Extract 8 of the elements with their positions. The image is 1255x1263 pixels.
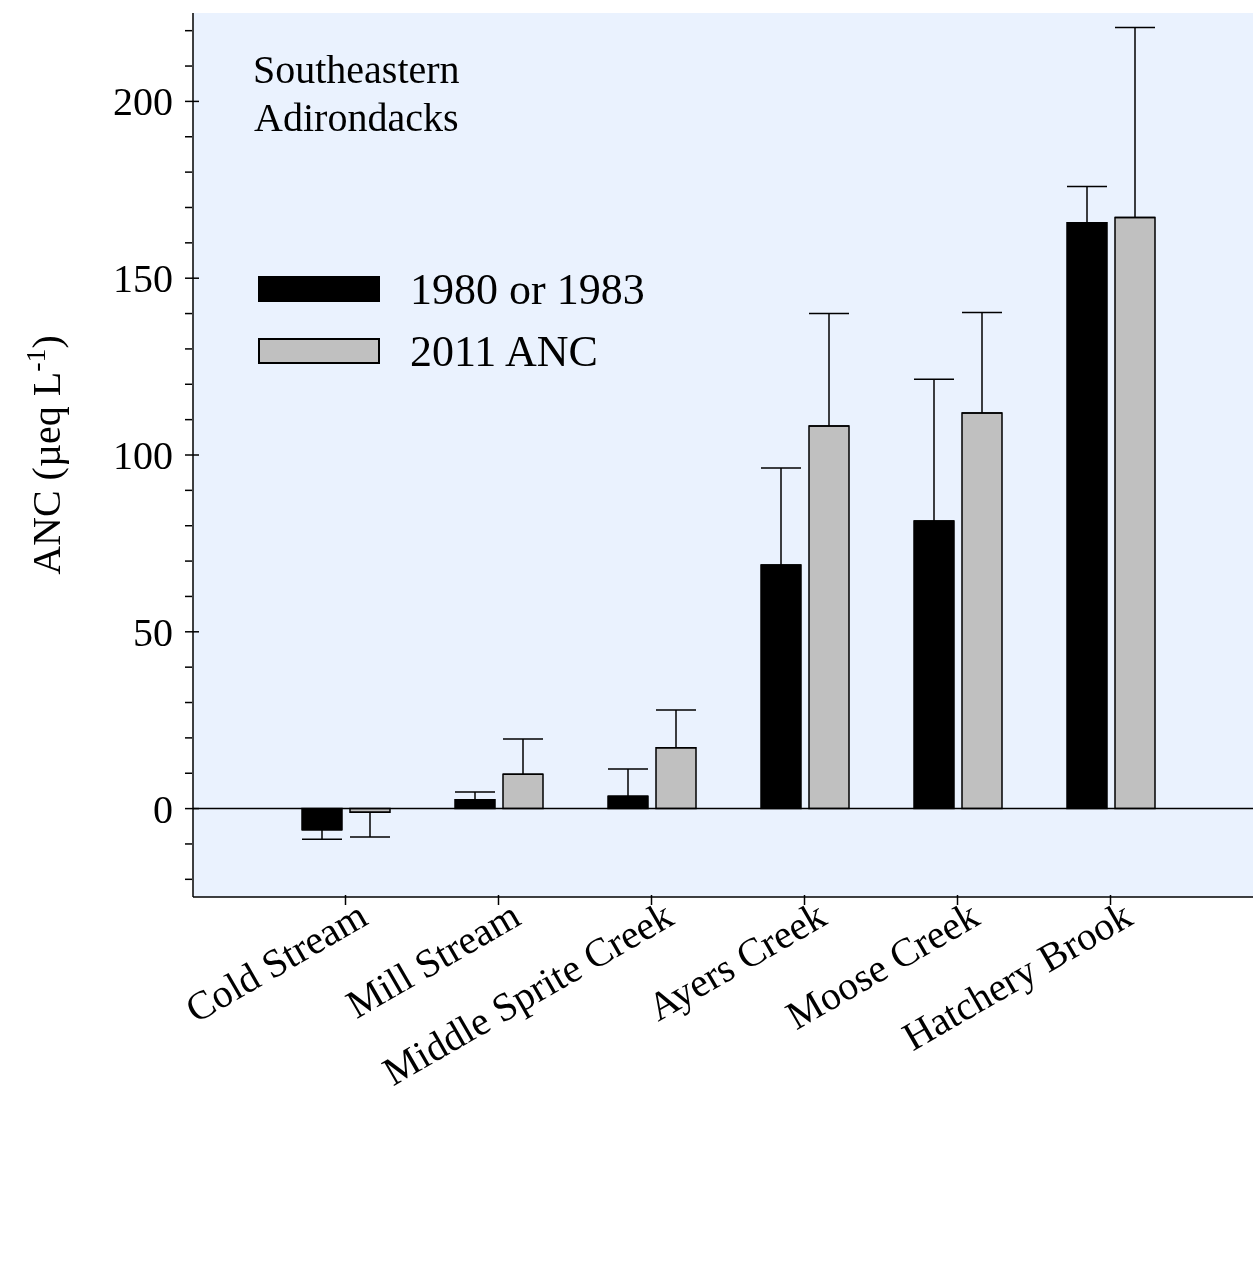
y-tick-label: 50: [133, 609, 173, 655]
y-tick-label: 100: [113, 433, 173, 478]
y-tick-label: 0: [153, 786, 173, 832]
legend-label: 1980 or 1983: [410, 263, 645, 315]
annotation: Southeastern Adirondacks: [253, 46, 460, 142]
legend-label: 2011 ANC: [410, 325, 598, 377]
y-tick-label: 200: [113, 79, 173, 125]
y-tick-label: 150: [113, 256, 173, 302]
